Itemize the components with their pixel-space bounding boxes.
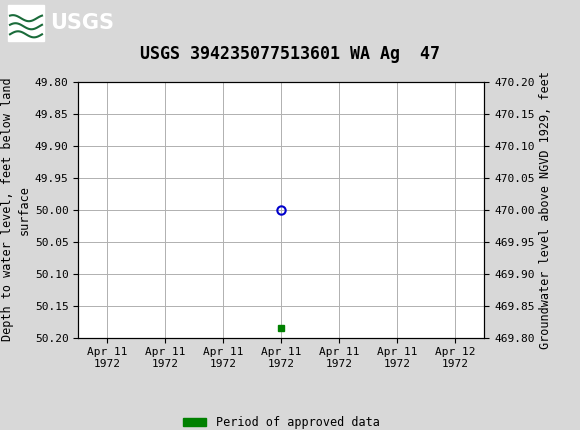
Bar <box>8 5 44 41</box>
Text: USGS 394235077513601 WA Ag  47: USGS 394235077513601 WA Ag 47 <box>140 45 440 63</box>
Y-axis label: Depth to water level, feet below land
surface: Depth to water level, feet below land su… <box>1 78 31 341</box>
Text: USGS: USGS <box>50 13 114 33</box>
Y-axis label: Groundwater level above NGVD 1929, feet: Groundwater level above NGVD 1929, feet <box>539 71 552 349</box>
Legend: Period of approved data: Period of approved data <box>178 412 385 430</box>
